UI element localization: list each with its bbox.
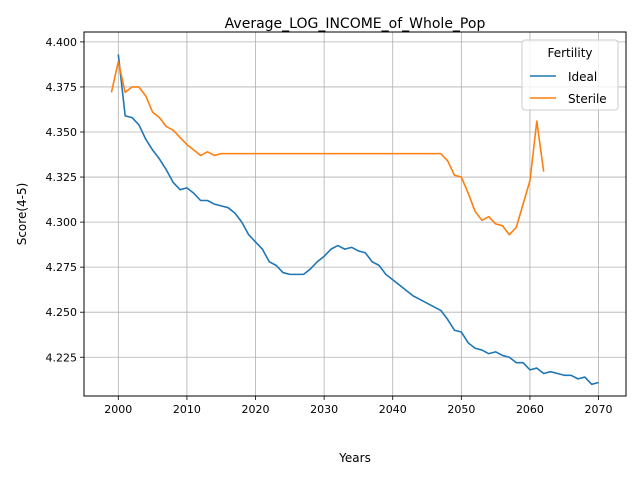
chart-title: Average_LOG_INCOME_of_Whole_Pop [225,16,486,32]
x-axis-label: Years [338,451,371,465]
x-tick-label: 2060 [516,403,544,416]
x-axis-ticks: 2000 2010 2020 2030 2040 2050 2060 2070 [104,396,613,416]
y-tick-label: 4.400 [46,36,78,49]
x-tick-label: 2020 [242,403,270,416]
x-tick-label: 2050 [447,403,475,416]
y-tick-label: 4.300 [46,216,78,229]
y-tick-label: 4.250 [46,306,78,319]
x-tick-label: 2030 [310,403,338,416]
x-tick-label: 2040 [379,403,407,416]
series-line-ideal [117,54,599,386]
legend-label-ideal: Ideal [568,70,597,84]
series-line-sterile [110,60,545,236]
series-lines [110,54,599,386]
y-axis-ticks: 4.225 4.250 4.275 4.300 4.325 4.350 4.375 4.400 [46,36,84,364]
legend-label-sterile: Sterile [568,92,607,106]
y-tick-label: 4.350 [46,126,78,139]
legend-box [521,39,619,111]
x-tick-label: 2010 [173,403,201,416]
y-tick-label: 4.325 [46,171,78,184]
x-tick-label: 2070 [585,403,613,416]
y-axis-label: Score(4-5) [15,183,29,246]
y-tick-label: 4.375 [46,81,78,94]
y-tick-label: 4.225 [46,351,78,364]
legend-title: Fertility [547,46,592,60]
y-tick-label: 4.275 [46,261,78,274]
x-tick-label: 2000 [104,403,132,416]
plot-frame [83,31,627,397]
legend: Fertility Ideal Sterile [521,39,619,111]
